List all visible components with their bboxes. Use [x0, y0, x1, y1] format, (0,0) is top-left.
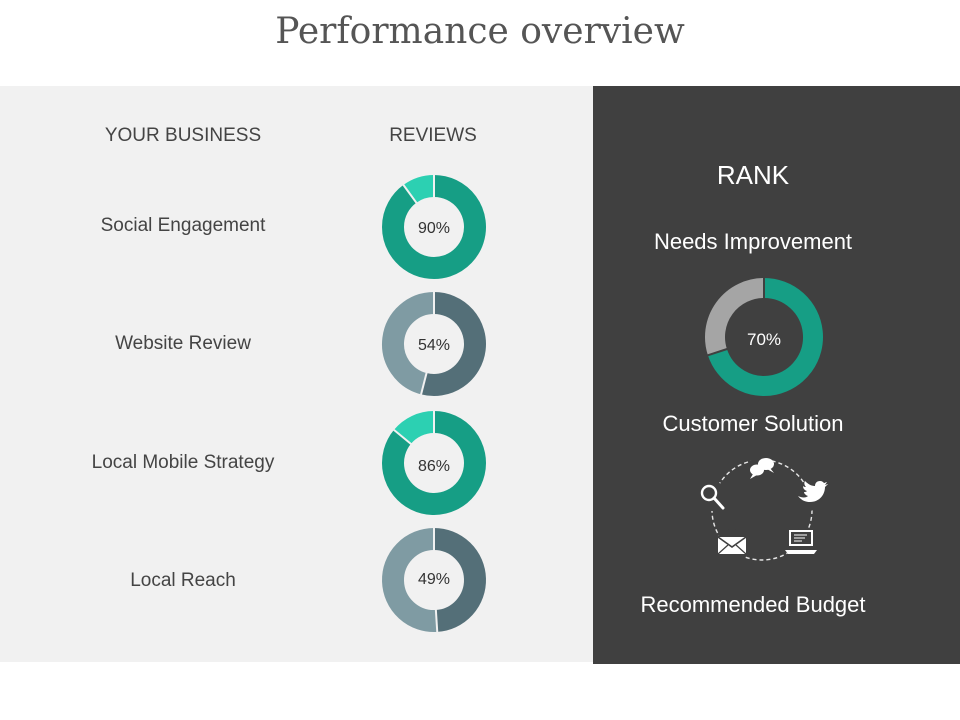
donut-website-review-remainder-arc	[382, 292, 435, 395]
your-business-header: YOUR BUSINESS	[104, 125, 262, 146]
donut-website-review: 54%	[382, 291, 486, 396]
donut-percent-social-engagement: 90%	[418, 220, 450, 237]
rank-donut-remainder-arc	[705, 278, 765, 356]
donut-social-engagement: 90%	[382, 174, 486, 279]
chat-bubbles-icon	[747, 457, 774, 483]
rank-donut-percent: 70%	[747, 330, 781, 349]
donut-local-mobile-strategy-value-arc	[382, 411, 486, 515]
business-reviews-panel	[0, 86, 593, 662]
donut-percent-local-mobile-strategy: 86%	[418, 458, 450, 475]
laptop-icon	[785, 528, 818, 560]
customer-solution-label: Customer Solution	[662, 411, 844, 436]
donut-local-reach: 49%	[382, 527, 486, 633]
donut-website-review-value-arc	[421, 292, 486, 396]
donut-local-reach-value-arc	[433, 528, 486, 632]
needs-improvement-label: Needs Improvement	[653, 229, 853, 254]
row-label-local-reach: Local Reach	[130, 570, 236, 591]
donut-percent-website-review: 54%	[418, 337, 450, 354]
rank-title: RANK	[716, 160, 790, 190]
customer-solution-diagram	[697, 457, 828, 561]
row-label-local-mobile-strategy: Local Mobile Strategy	[91, 452, 275, 473]
donut-social-engagement-end-divider	[402, 183, 418, 205]
row-label-website-review: Website Review	[115, 333, 251, 354]
rank-donut-value-arc	[707, 278, 823, 396]
row-label-social-engagement: Social Engagement	[100, 215, 266, 236]
donut-local-reach-remainder-arc	[382, 528, 438, 632]
donut-percent-local-reach: 49%	[418, 571, 450, 588]
rank-donut: 70%	[705, 277, 823, 396]
donut-local-mobile-strategy-remainder-arc	[393, 411, 435, 445]
donut-local-reach-end-divider	[434, 608, 439, 633]
donut-local-mobile-strategy-end-divider	[392, 428, 413, 446]
reviews-header: REVIEWS	[389, 125, 477, 146]
donut-website-review-end-divider	[419, 371, 428, 396]
page-title: Performance overview	[275, 11, 685, 52]
recommended-budget-label: Recommended Budget	[640, 592, 866, 617]
donut-local-mobile-strategy: 86%	[382, 410, 486, 515]
magnifier-icon	[697, 481, 727, 511]
rank-donut-end-divider	[706, 347, 729, 357]
donut-social-engagement-remainder-arc	[403, 175, 435, 204]
twitter-bird-icon	[795, 481, 828, 511]
envelope-icon	[716, 529, 748, 561]
donut-social-engagement-value-arc	[382, 175, 486, 279]
